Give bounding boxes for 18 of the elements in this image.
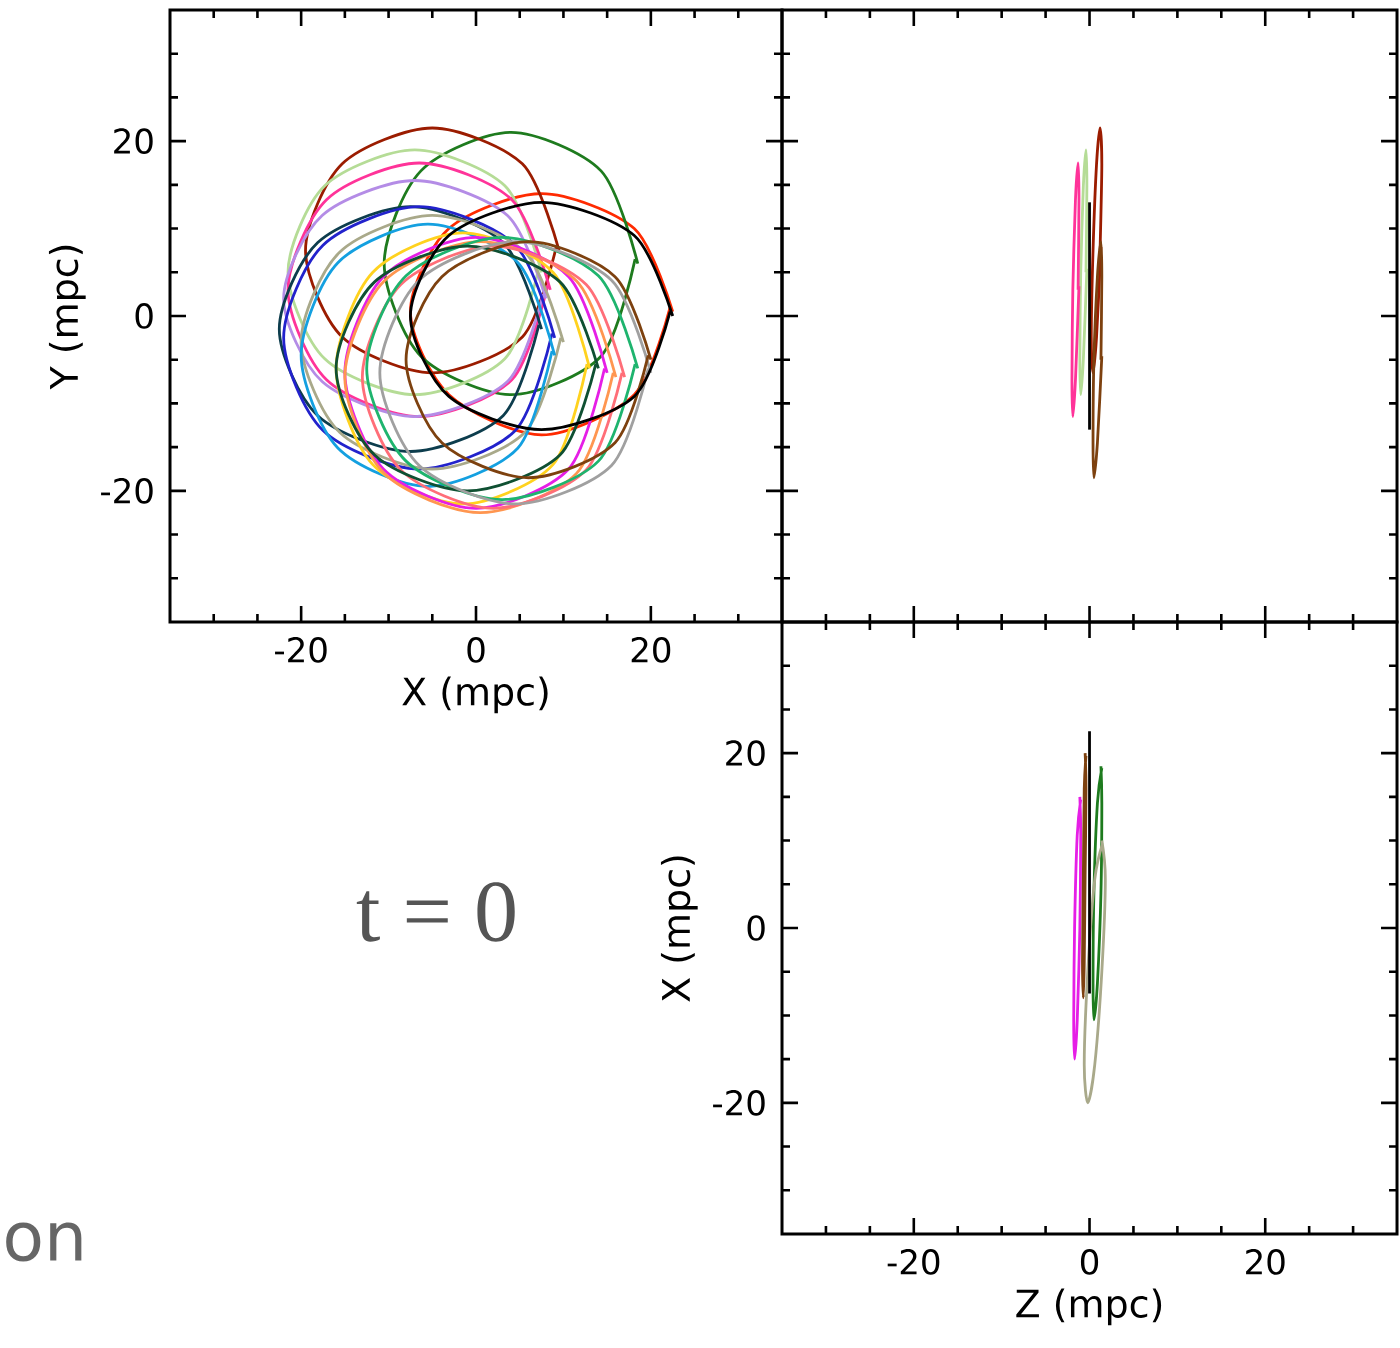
y-tick-label: -20 <box>101 477 153 504</box>
x-axis-title: X (mpc) <box>402 676 548 714</box>
x-axis-title: Z (mpc) <box>1016 1288 1162 1326</box>
text: on <box>6 1222 82 1262</box>
y-tick-label: 0 <box>747 915 765 941</box>
y-tick-label: 20 <box>114 128 153 154</box>
y-axis-title: Y (mpc) <box>48 245 86 390</box>
text: t = 0 <box>356 882 515 942</box>
x-tick-label: 0 <box>1080 1249 1099 1275</box>
x-tick-label: 0 <box>467 637 485 663</box>
x-tick-label: 20 <box>1246 1249 1285 1275</box>
y-tick-label: -20 <box>713 1089 765 1116</box>
y-tick-label: 20 <box>726 740 765 766</box>
y-tick-label: 0 <box>135 303 153 329</box>
y-axis-title: X (mpc) <box>660 856 698 1002</box>
x-tick-label: -20 <box>275 637 327 663</box>
x-tick-label: -20 <box>887 1249 940 1275</box>
x-tick-label: 20 <box>631 637 671 663</box>
